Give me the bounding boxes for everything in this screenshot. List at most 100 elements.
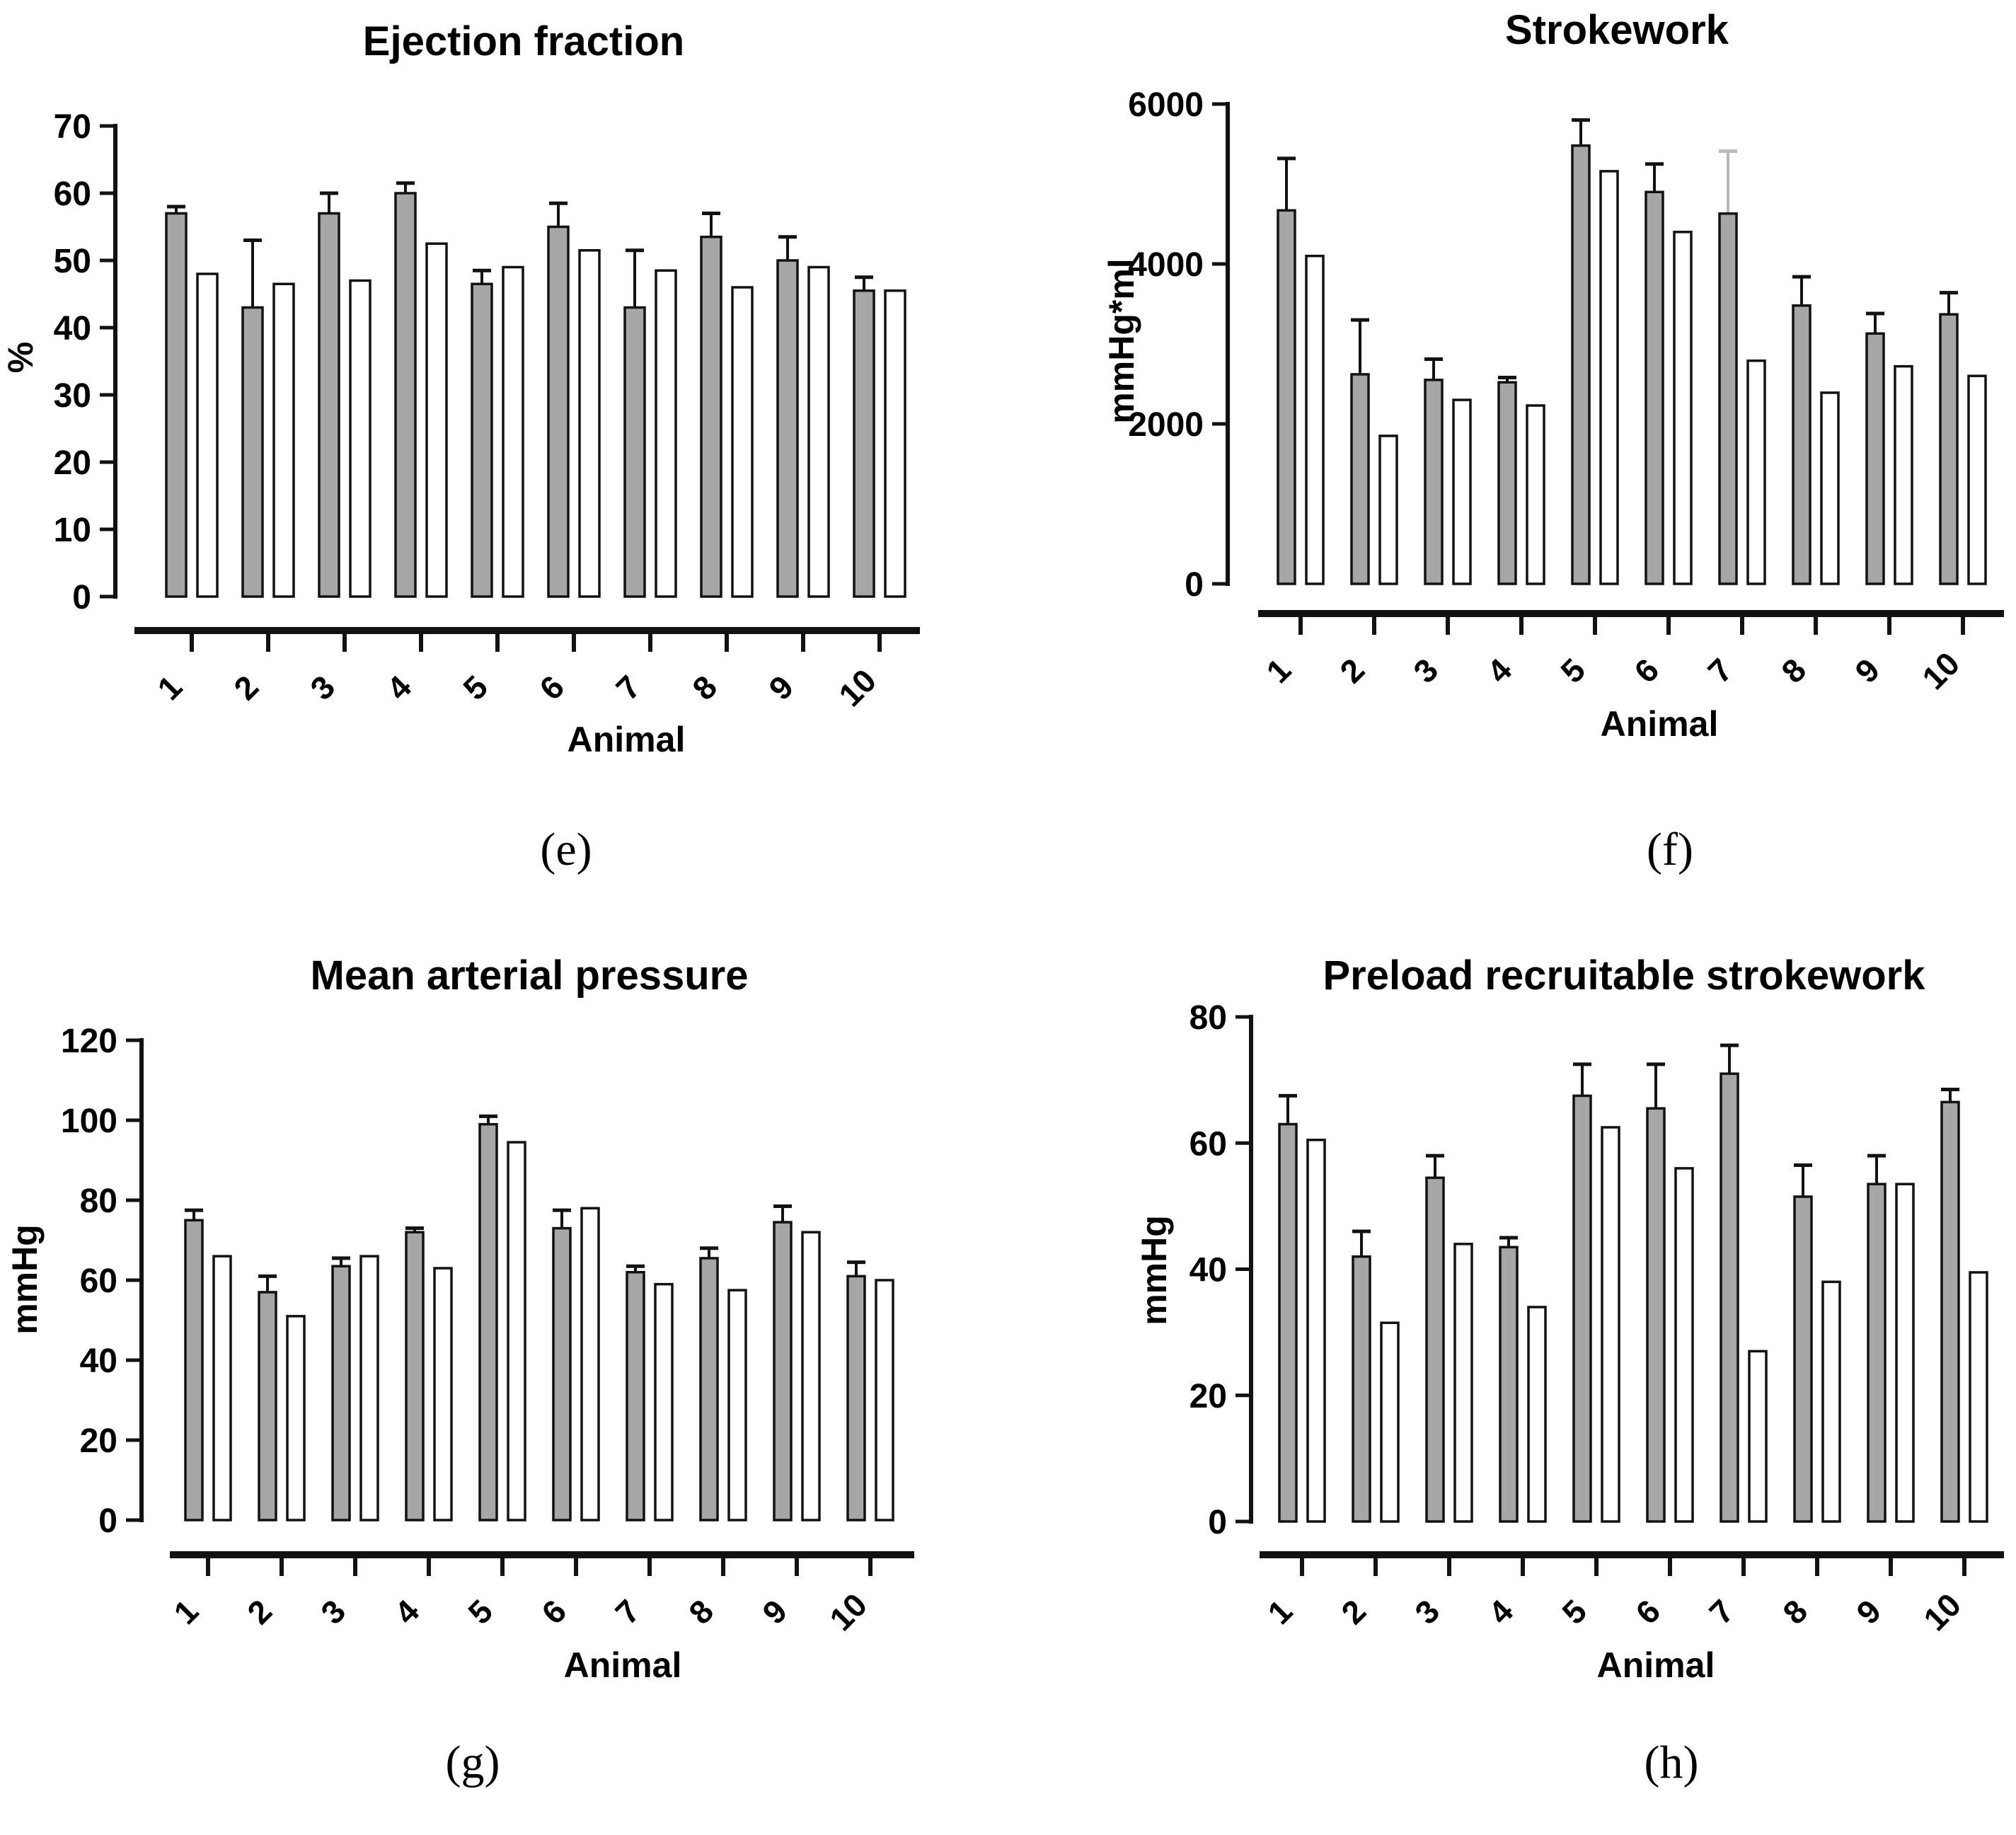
y-tick-label-g: 120: [61, 1023, 117, 1060]
bar-e-white-1: [196, 272, 219, 598]
bar-f-gray-2: [1350, 373, 1370, 585]
bar-h-gray-2: [1352, 1255, 1371, 1523]
y-tick-label-g: 20: [80, 1422, 117, 1460]
bar-e-white-4: [425, 242, 448, 598]
x-tick-label-f-3: 3: [1406, 651, 1445, 690]
bar-e-white-3: [349, 279, 371, 598]
y-tick-label-e: 0: [72, 579, 91, 616]
bar-e-white-2: [272, 282, 295, 598]
bar-h-gray-4: [1499, 1246, 1519, 1523]
y-tick-label-g: 40: [80, 1342, 117, 1380]
bar-g-white-3: [359, 1255, 379, 1522]
bar-e-gray-9: [776, 259, 799, 598]
bar-e-white-7: [655, 269, 677, 598]
x-tick-label-e-7: 7: [609, 668, 647, 707]
bar-f-gray-6: [1645, 190, 1664, 585]
bar-e-gray-6: [547, 225, 570, 598]
y-axis-title-h: mmHg: [1134, 1215, 1174, 1325]
bar-h-white-7: [1748, 1350, 1768, 1523]
y-tick-label-h: 20: [1190, 1378, 1227, 1415]
chart-g-title: Mean arterial pressure: [311, 953, 749, 999]
bar-g-gray-8: [699, 1257, 719, 1522]
x-tick-label-f-7: 7: [1700, 651, 1739, 690]
y-tick-label-g: 0: [98, 1502, 117, 1540]
bar-h-white-4: [1527, 1306, 1547, 1523]
x-tick-label-e-8: 8: [685, 668, 724, 707]
x-tick-label-g-1: 1: [166, 1592, 205, 1631]
bar-h-white-9: [1895, 1183, 1915, 1523]
bar-f-gray-4: [1497, 381, 1517, 585]
x-tick-label-g-4: 4: [387, 1592, 426, 1631]
caption-f: (f): [1647, 824, 1693, 875]
y-tick-label-f: 6000: [1128, 86, 1204, 124]
x-tick-label-h-4: 4: [1481, 1592, 1520, 1631]
x-tick-label-g-9: 9: [755, 1592, 794, 1631]
y-tick-label-e: 70: [54, 108, 91, 146]
chart-e: Ejection fraction 0 10 20 30 40 50 60 70% 1 2 3 4 5 6 7…: [1, 18, 920, 875]
y-tick-label-e: 50: [54, 243, 91, 280]
y-tick-label-g: 80: [80, 1183, 117, 1220]
x-tick-label-e-10: 10: [831, 662, 883, 713]
bar-h-gray-10: [1940, 1100, 1960, 1523]
bar-e-gray-8: [700, 236, 722, 598]
x-tick-label-e-5: 5: [456, 668, 495, 707]
bar-f-white-2: [1378, 435, 1398, 585]
y-tick-label-g: 100: [61, 1103, 117, 1140]
x-tick-label-g-5: 5: [461, 1592, 500, 1631]
x-tick-label-f-9: 9: [1848, 651, 1887, 690]
bar-f-white-6: [1673, 231, 1693, 585]
bar-f-gray-10: [1939, 313, 1959, 585]
bar-g-white-7: [654, 1282, 674, 1522]
y-tick-label-f: 4000: [1128, 246, 1204, 284]
y-axis-title-e: %: [1, 342, 40, 373]
bar-g-white-9: [801, 1231, 821, 1522]
x-tick-label-g-10: 10: [822, 1586, 874, 1638]
bar-f-white-5: [1599, 170, 1619, 585]
caption-h: (h): [1645, 1737, 1699, 1788]
x-tick-label-f-10: 10: [1915, 645, 1966, 696]
bar-h-white-2: [1380, 1321, 1400, 1523]
bar-f-white-1: [1305, 254, 1325, 585]
chart-g: Mean arterial pressure 0 20 40 60 80 100 120 mmH…: [5, 953, 914, 1788]
x-tick-label-f-5: 5: [1553, 651, 1592, 690]
y-tick-label-f: 0: [1185, 566, 1204, 604]
bar-h-gray-8: [1793, 1195, 1813, 1523]
y-axis-title-g: mmHg: [5, 1224, 45, 1335]
bar-g-gray-5: [478, 1122, 498, 1522]
bar-g-gray-3: [331, 1265, 351, 1522]
x-tick-label-g-6: 6: [534, 1592, 573, 1631]
caption-e: (e): [540, 824, 592, 875]
y-axis-title-f: mmHg*ml: [1102, 258, 1141, 423]
x-tick-label-f-2: 2: [1332, 651, 1371, 690]
chart-h: Preload recruitable strokework 0 20 40 60 80 m…: [1134, 953, 2004, 1788]
bar-e-gray-3: [318, 212, 340, 598]
x-tick-label-h-1: 1: [1260, 1592, 1299, 1631]
bar-e-gray-10: [853, 289, 875, 598]
bar-f-white-4: [1526, 404, 1545, 585]
bar-g-white-2: [286, 1315, 306, 1522]
bar-e-gray-2: [241, 306, 264, 598]
x-tick-label-g-3: 3: [313, 1592, 352, 1631]
bar-g-white-5: [507, 1141, 526, 1522]
x-tick-label-e-2: 2: [226, 668, 265, 707]
y-tick-label-h: 80: [1190, 999, 1227, 1037]
bar-f-white-10: [1967, 374, 1987, 585]
chart-e-title: Ejection fraction: [363, 18, 684, 64]
x-tick-label-f-1: 1: [1259, 651, 1298, 690]
x-tick-label-e-3: 3: [303, 668, 342, 707]
bar-f-gray-9: [1865, 332, 1885, 585]
bar-g-white-4: [433, 1267, 453, 1522]
bar-g-gray-10: [846, 1275, 866, 1522]
x-tick-label-f-8: 8: [1774, 651, 1813, 690]
y-tick-label-e: 10: [54, 512, 91, 549]
bar-g-gray-9: [773, 1221, 793, 1522]
bar-e-white-8: [731, 286, 754, 598]
x-tick-label-h-8: 8: [1775, 1592, 1814, 1631]
x-tick-label-g-8: 8: [681, 1592, 720, 1631]
x-tick-label-h-6: 6: [1628, 1592, 1667, 1631]
bar-f-white-3: [1452, 398, 1472, 585]
x-tick-label-e-1: 1: [150, 668, 189, 707]
y-tick-label-h: 0: [1208, 1504, 1227, 1541]
